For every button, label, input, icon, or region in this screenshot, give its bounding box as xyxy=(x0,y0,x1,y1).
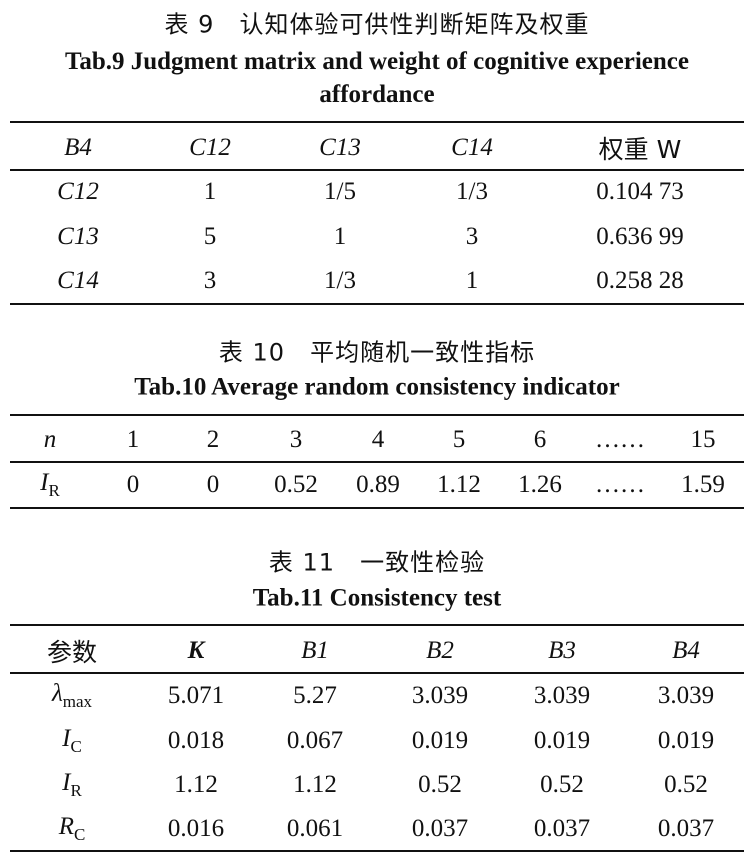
header-cell: B1 xyxy=(301,637,329,664)
cell: 3.039 xyxy=(657,682,715,709)
cell: 1.12 xyxy=(174,771,218,798)
symbol: R xyxy=(58,813,74,840)
cell: 0.52 xyxy=(664,771,708,798)
cell: 0 xyxy=(126,471,140,498)
header-cell: 权重 W xyxy=(598,135,682,164)
cell: 0.037 xyxy=(411,815,469,842)
cell: 1 xyxy=(203,178,217,205)
cell: 5.071 xyxy=(167,682,225,709)
cell: 0.258 28 xyxy=(596,267,684,294)
table-rule xyxy=(10,506,744,510)
header-cell: 参数 xyxy=(46,638,98,667)
cell: λmax xyxy=(52,680,92,712)
header-cell: …… xyxy=(595,426,645,453)
header-cell: B4 xyxy=(64,134,92,161)
header-cell: B3 xyxy=(548,637,576,664)
table-rule xyxy=(10,623,744,627)
cell: 0.52 xyxy=(540,771,584,798)
cell: 1.59 xyxy=(681,471,725,498)
cell: IR xyxy=(62,769,82,801)
cell: C13 xyxy=(57,223,99,250)
subscript: C xyxy=(70,737,82,756)
cell: 0.019 xyxy=(533,727,591,754)
cell: 0.52 xyxy=(274,471,318,498)
cell: 1 xyxy=(333,223,347,250)
table-rule xyxy=(10,302,744,306)
cell: 0.018 xyxy=(167,727,225,754)
header-cell: 4 xyxy=(371,426,385,453)
subscript: R xyxy=(48,481,60,500)
cell: 1/3 xyxy=(324,267,356,294)
cell: 0.104 73 xyxy=(596,178,684,205)
header-cell: 6 xyxy=(533,426,547,453)
header-cell: n xyxy=(43,426,57,453)
cell: 1/5 xyxy=(324,178,356,205)
cell: 3 xyxy=(465,223,479,250)
cell: 5.27 xyxy=(293,682,337,709)
cell: 0 xyxy=(206,471,220,498)
cell: 0.067 xyxy=(286,727,344,754)
table-rule xyxy=(10,169,744,171)
cell: 1.12 xyxy=(293,771,337,798)
header-cell: 15 xyxy=(690,426,716,453)
cell: 1/3 xyxy=(456,178,488,205)
cell: IR xyxy=(40,469,60,501)
cell: 0.019 xyxy=(657,727,715,754)
cell: 0.636 99 xyxy=(596,223,684,250)
cell: RC xyxy=(59,813,86,845)
cell: 0.061 xyxy=(286,815,344,842)
header-cell: 2 xyxy=(206,426,220,453)
header-cell: 1 xyxy=(126,426,140,453)
subscript: C xyxy=(73,825,86,844)
cell: 0.016 xyxy=(167,815,225,842)
cell: 1.26 xyxy=(518,471,562,498)
table-title-zh: 表 9 认知体验可供性判断矩阵及权重 xyxy=(164,10,590,39)
table-title-en: Tab.11 Consistency test xyxy=(252,584,502,612)
symbol: I xyxy=(62,769,71,796)
cell: C14 xyxy=(57,267,99,294)
symbol: λ xyxy=(51,680,63,707)
header-cell: B2 xyxy=(426,637,454,664)
table-rule xyxy=(10,120,744,124)
header-cell: C12 xyxy=(189,134,231,161)
subscript: R xyxy=(70,781,82,800)
cell: 1 xyxy=(465,267,479,294)
table-rule xyxy=(10,413,744,417)
table-rule xyxy=(10,849,744,853)
table-title-en: Tab.10 Average random consistency indica… xyxy=(134,373,620,401)
table-title-zh: 表 10 平均随机一致性指标 xyxy=(218,338,536,367)
cell: 3 xyxy=(203,267,217,294)
header-cell: C13 xyxy=(319,134,361,161)
table-title-zh: 表 11 一致性检验 xyxy=(268,548,486,577)
cell: 3.039 xyxy=(411,682,469,709)
cell: 0.019 xyxy=(411,727,469,754)
symbol: I xyxy=(40,469,49,496)
symbol: I xyxy=(62,725,71,752)
cell: C12 xyxy=(57,178,99,205)
cell: 0.52 xyxy=(418,771,462,798)
cell: 0.037 xyxy=(533,815,591,842)
cell: …… xyxy=(595,471,645,498)
cell: IC xyxy=(62,725,82,757)
header-cell: B4 xyxy=(672,637,700,664)
header-cell: K xyxy=(187,637,205,664)
header-cell: 3 xyxy=(289,426,303,453)
cell: 1.12 xyxy=(437,471,481,498)
cell: 0.037 xyxy=(657,815,715,842)
table-rule xyxy=(10,461,744,463)
table-rule xyxy=(10,672,744,674)
header-cell: C14 xyxy=(451,134,493,161)
header-cell: 5 xyxy=(452,426,466,453)
cell: 5 xyxy=(203,223,217,250)
table-title-en: Tab.9 Judgment matrix and weight of cogn… xyxy=(64,48,690,108)
cell: 3.039 xyxy=(533,682,591,709)
subscript: max xyxy=(62,692,93,711)
cell: 0.89 xyxy=(356,471,400,498)
